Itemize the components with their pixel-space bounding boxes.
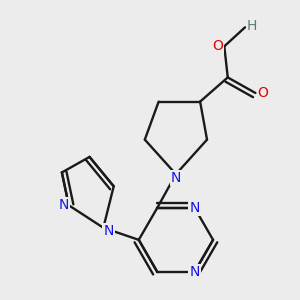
Text: N: N	[58, 198, 69, 212]
Text: O: O	[258, 86, 268, 100]
Text: N: N	[103, 224, 114, 238]
Text: H: H	[247, 19, 257, 33]
Text: N: N	[171, 171, 181, 184]
Text: N: N	[189, 265, 200, 279]
Text: N: N	[189, 201, 200, 215]
Text: O: O	[212, 39, 223, 53]
